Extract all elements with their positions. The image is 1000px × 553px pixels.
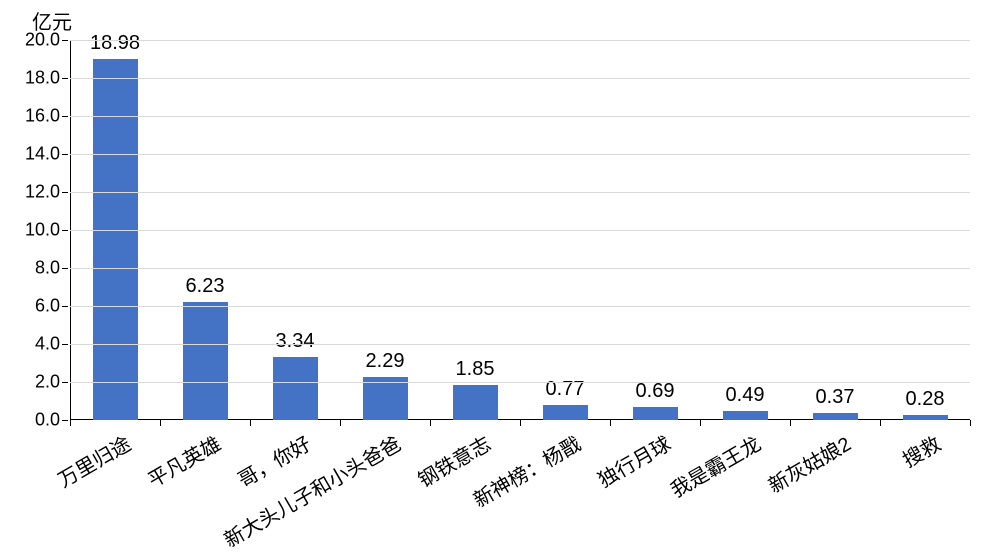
plot-area: 18.986.233.342.291.850.770.690.490.370.2… — [70, 40, 970, 420]
y-tick — [62, 306, 68, 307]
gridline — [70, 78, 970, 79]
gridline — [70, 192, 970, 193]
x-tick — [790, 420, 791, 426]
y-tick — [62, 230, 68, 231]
y-tick — [62, 78, 68, 79]
bar — [93, 59, 138, 420]
x-tick — [610, 420, 611, 426]
bar — [273, 357, 318, 420]
y-tick — [62, 382, 68, 383]
gridline — [70, 306, 970, 307]
bar — [453, 385, 498, 420]
bar — [183, 302, 228, 420]
bar — [633, 407, 678, 420]
y-tick — [62, 344, 68, 345]
y-tick — [62, 154, 68, 155]
x-tick — [520, 420, 521, 426]
x-tick — [70, 420, 71, 426]
y-tick-label: 16.0 — [25, 106, 60, 127]
gridline — [70, 116, 970, 117]
gridline — [70, 154, 970, 155]
gridline — [70, 40, 970, 41]
bar-chart: 亿元 18.986.233.342.291.850.770.690.490.37… — [0, 0, 1000, 551]
bar-value-label: 0.69 — [636, 380, 675, 403]
y-tick — [62, 116, 68, 117]
y-tick-label: 20.0 — [25, 30, 60, 51]
y-tick-label: 14.0 — [25, 144, 60, 165]
y-tick — [62, 40, 68, 41]
x-tick — [970, 420, 971, 426]
y-tick — [62, 192, 68, 193]
bar — [723, 411, 768, 420]
y-tick-label: 6.0 — [35, 296, 60, 317]
y-tick — [62, 420, 68, 421]
x-tick — [250, 420, 251, 426]
bar — [543, 405, 588, 420]
x-tick — [430, 420, 431, 426]
bar-value-label: 18.98 — [90, 32, 140, 55]
y-tick-label: 2.0 — [35, 372, 60, 393]
bar-value-label: 3.34 — [276, 330, 315, 353]
gridline — [70, 382, 970, 383]
y-tick — [62, 268, 68, 269]
bar-value-label: 1.85 — [456, 358, 495, 381]
y-tick-label: 18.0 — [25, 68, 60, 89]
bar-value-label: 6.23 — [186, 275, 225, 298]
bar — [813, 413, 858, 420]
x-tick — [160, 420, 161, 426]
gridline — [70, 268, 970, 269]
y-tick-label: 8.0 — [35, 258, 60, 279]
x-tick — [340, 420, 341, 426]
bar-value-label: 0.49 — [726, 384, 765, 407]
gridline — [70, 344, 970, 345]
bar-value-label: 0.28 — [906, 388, 945, 411]
y-tick-label: 10.0 — [25, 220, 60, 241]
x-tick — [700, 420, 701, 426]
bar-value-label: 2.29 — [366, 350, 405, 373]
bar — [903, 415, 948, 420]
y-tick-label: 0.0 — [35, 410, 60, 431]
y-tick-label: 12.0 — [25, 182, 60, 203]
gridline — [70, 230, 970, 231]
bar — [363, 377, 408, 421]
y-tick-label: 4.0 — [35, 334, 60, 355]
x-tick — [880, 420, 881, 426]
bar-value-label: 0.37 — [816, 386, 855, 409]
